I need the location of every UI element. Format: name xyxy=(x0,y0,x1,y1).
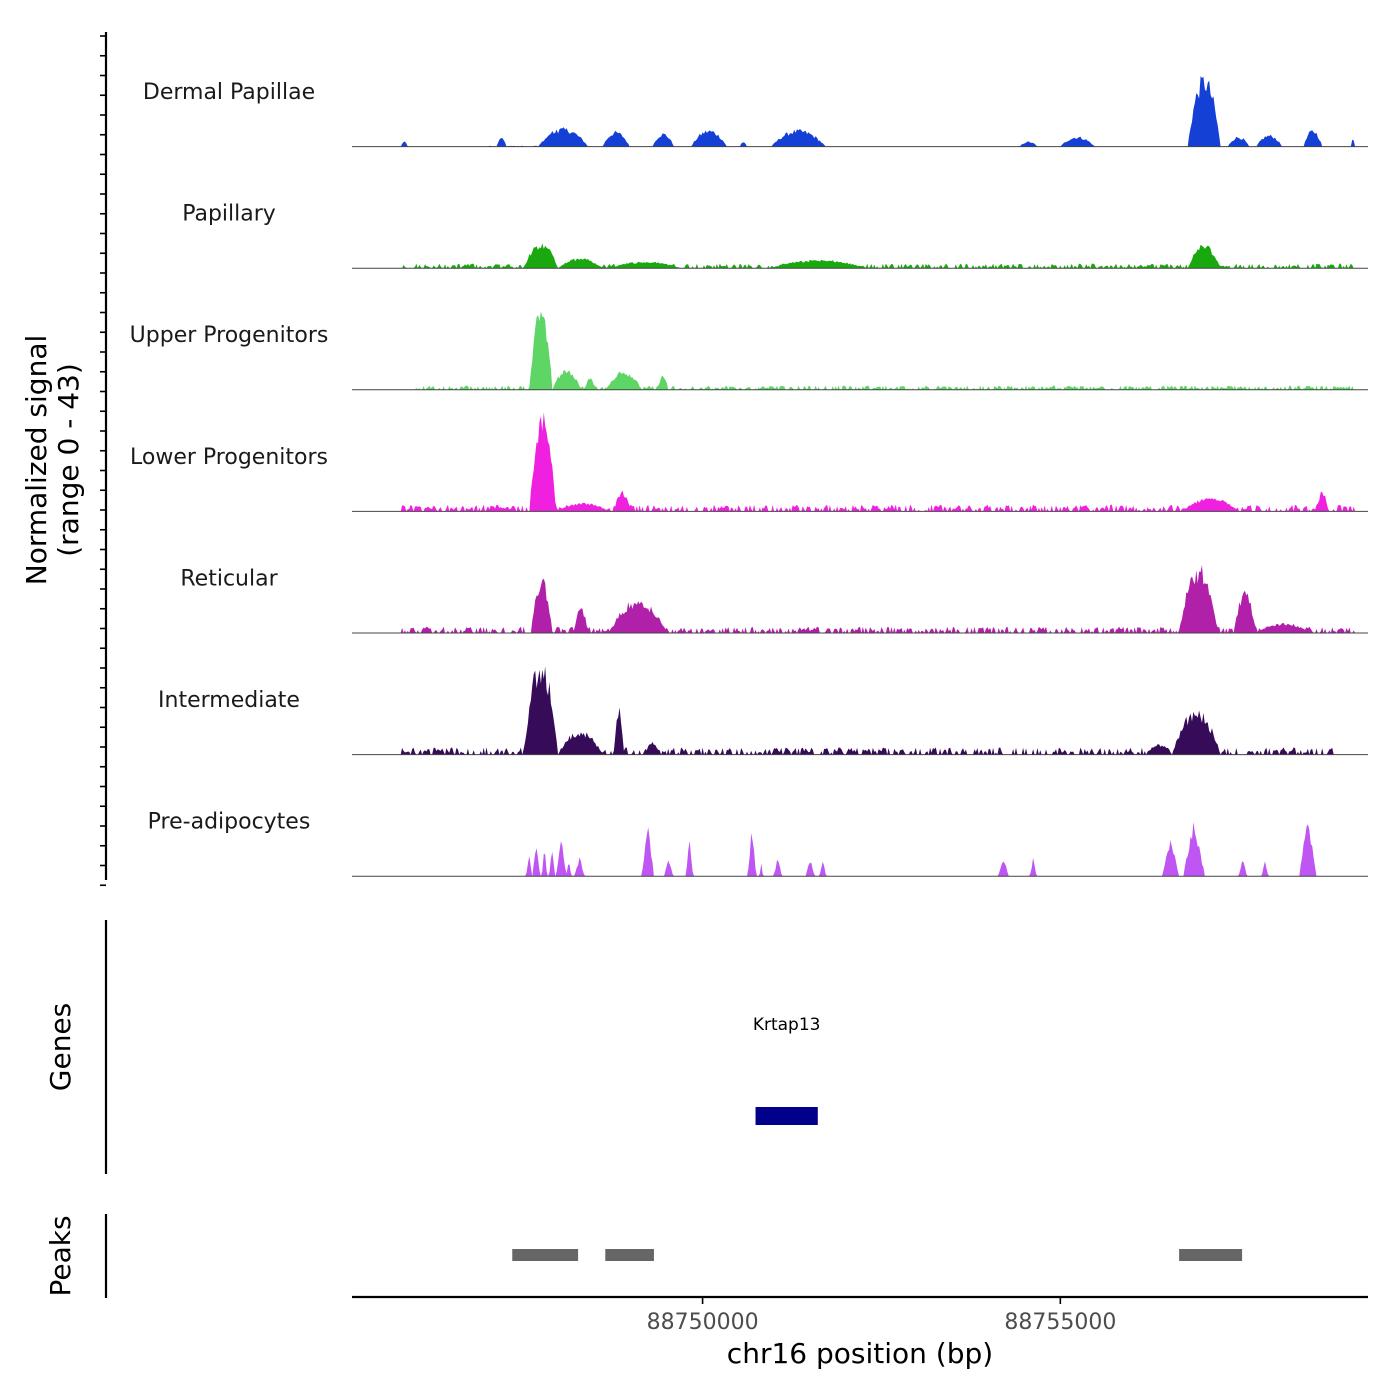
left-axes: Normalized signal(range 0 - 43) Genes Peak… xyxy=(20,32,108,1298)
track-lower-progenitors: Lower Progenitors xyxy=(130,412,1368,512)
track-label: Intermediate xyxy=(158,688,300,713)
track-dermal-papillae: Dermal Papillae xyxy=(143,76,1368,148)
track-pre-adipocytes: Pre-adipocytes xyxy=(148,810,1368,877)
peak-region xyxy=(1179,1249,1243,1261)
gene-krtap13: Krtap13 xyxy=(753,1015,821,1125)
track-intermediate: Intermediate xyxy=(158,666,1368,756)
signal-area xyxy=(352,243,1368,269)
x-tick-label: 88750000 xyxy=(647,1310,759,1335)
peaks-panel-label: Peaks xyxy=(44,1215,77,1296)
signal-area xyxy=(352,565,1368,633)
track-label: Pre-adipocytes xyxy=(148,810,311,835)
signal-area xyxy=(352,412,1368,512)
signal-area xyxy=(352,76,1368,147)
track-label: Upper Progenitors xyxy=(130,323,329,348)
track-upper-progenitors: Upper Progenitors xyxy=(130,311,1368,391)
signal-area xyxy=(352,821,1368,877)
peak-region xyxy=(605,1249,654,1261)
track-reticular: Reticular xyxy=(180,565,1368,634)
x-axis: 88750000 88755000 chr16 position (bp) xyxy=(352,1295,1368,1370)
track-label: Lower Progenitors xyxy=(130,445,328,470)
signal-tracks: Dermal Papillae Papillary Upper Progenitor… xyxy=(130,76,1368,877)
peak-region xyxy=(512,1249,579,1261)
track-label: Reticular xyxy=(180,566,278,591)
genes-panel: Krtap13 xyxy=(753,1015,821,1125)
gene-body xyxy=(755,1107,818,1125)
signal-area xyxy=(352,311,1368,390)
track-label: Papillary xyxy=(182,202,276,227)
peaks-panel xyxy=(512,1249,1243,1261)
x-axis-title: chr16 position (bp) xyxy=(727,1337,993,1370)
gene-label: Krtap13 xyxy=(753,1015,821,1035)
track-label: Dermal Papillae xyxy=(143,80,315,105)
y-axis-title: Normalized signal(range 0 - 43) xyxy=(20,335,85,586)
genes-panel-label: Genes xyxy=(44,1003,77,1091)
x-tick-label: 88755000 xyxy=(1004,1310,1116,1335)
y-axis-title-line1: Normalized signal xyxy=(20,335,53,586)
y-axis-title-line2: (range 0 - 43) xyxy=(52,363,85,557)
track-papillary: Papillary xyxy=(182,202,1368,269)
signal-area xyxy=(352,666,1368,755)
